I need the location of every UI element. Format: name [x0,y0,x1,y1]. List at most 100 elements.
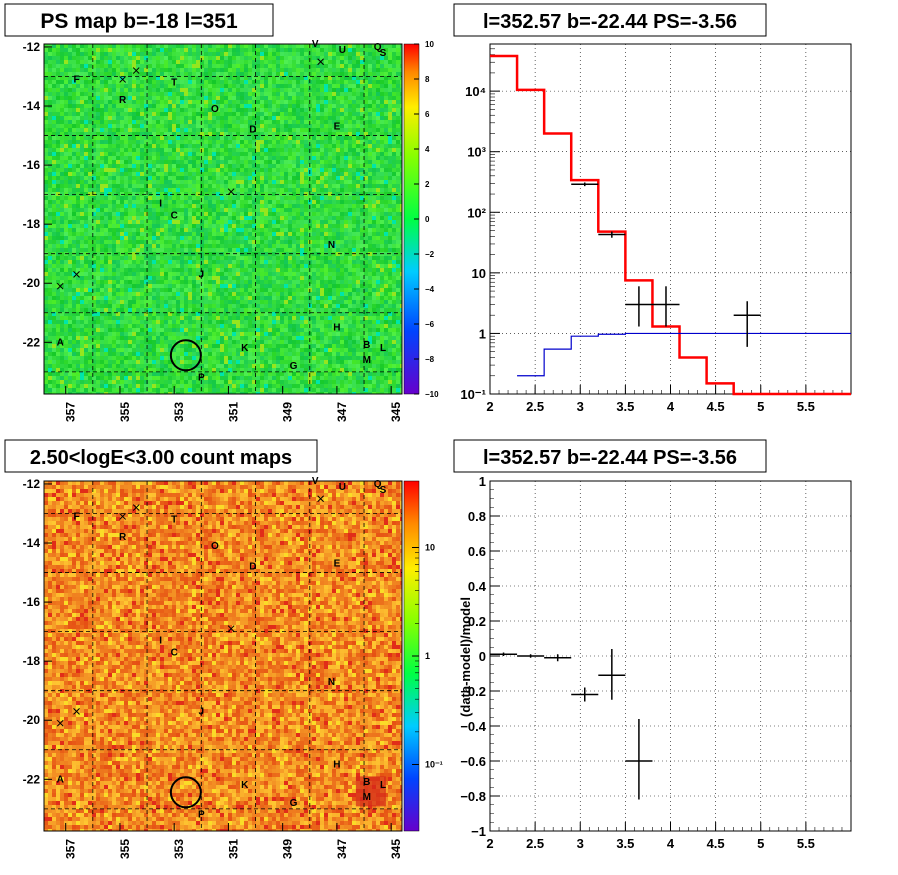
map-pixel [232,152,236,156]
map-pixel [384,48,388,52]
map-pixel [56,88,60,92]
map-pixel [96,224,100,228]
map-pixel [328,128,332,132]
map-pixel [356,132,360,136]
map-pixel [76,252,80,256]
map-pixel [352,64,356,68]
map-pixel [80,112,84,116]
map-pixel [164,68,168,72]
map-pixel [244,180,248,184]
map-pixel [356,260,360,264]
map-pixel [80,100,84,104]
map-pixel [336,96,340,100]
map-pixel [100,172,104,176]
map-pixel [392,212,396,216]
map-pixel [228,228,232,232]
map-pixel [284,56,288,60]
map-pixel [104,160,108,164]
map-pixel [88,184,92,188]
map-pixel [268,68,272,72]
map-pixel [288,48,292,52]
map-pixel [240,204,244,208]
map-pixel [384,256,388,260]
map-pixel [296,116,300,120]
map-pixel [252,120,256,124]
map-pixel [384,216,388,220]
map-pixel [120,124,124,128]
map-pixel [328,132,332,136]
map-pixel [172,80,176,84]
map-pixel [392,196,396,200]
map-pixel [88,264,92,268]
map-pixel [216,196,220,200]
map-pixel [328,52,332,56]
map-pixel [176,248,180,252]
map-pixel [376,224,380,228]
map-pixel [392,192,396,196]
map-pixel [64,156,68,160]
map-pixel [392,44,396,48]
map-pixel [332,52,336,56]
map-pixel [168,80,172,84]
map-pixel [148,96,152,100]
map-pixel [372,196,376,200]
map-pixel [292,124,296,128]
map-pixel [224,60,228,64]
map-pixel [60,144,64,148]
map-pixel [352,112,356,116]
map-pixel [324,248,328,252]
map-pixel [168,204,172,208]
map-pixel [112,92,116,96]
map-pixel [364,180,368,184]
map-pixel [104,184,108,188]
map-pixel [88,140,92,144]
map-pixel [388,244,392,248]
map-pixel [240,208,244,212]
map-pixel [304,160,308,164]
map-pixel [144,236,148,240]
map-pixel [168,264,172,268]
map-pixel [396,236,400,240]
map-pixel [256,120,260,124]
map-pixel [172,76,176,80]
map-pixel [152,48,156,52]
map-pixel [220,264,224,268]
map-pixel [228,92,232,96]
map-pixel [380,96,384,100]
map-pixel [344,64,348,68]
map-pixel [160,72,164,76]
map-pixel [80,184,84,188]
map-pixel [196,180,200,184]
map-pixel [48,152,52,156]
map-pixel [344,136,348,140]
map-pixel [324,212,328,216]
map-pixel [64,108,68,112]
map-pixel [192,68,196,72]
map-pixel [280,60,284,64]
map-pixel [312,196,316,200]
map-pixel [140,204,144,208]
map-pixel [260,228,264,232]
map-pixel [384,124,388,128]
map-pixel [48,88,52,92]
map-pixel [136,220,140,224]
map-pixel [332,240,336,244]
map-pixel [132,176,136,180]
map-pixel [136,168,140,172]
map-pixel [84,140,88,144]
map-pixel [256,152,260,156]
map-pixel [344,84,348,88]
map-pixel [152,140,156,144]
map-pixel [48,128,52,132]
map-pixel [292,148,296,152]
map-pixel [164,88,168,92]
map-pixel [276,44,280,48]
map-pixel [64,168,68,172]
map-pixel [152,44,156,48]
map-pixel [108,72,112,76]
map-pixel [196,148,200,152]
map-pixel [232,196,236,200]
map-pixel [84,160,88,164]
map-pixel [336,132,340,136]
map-pixel [128,240,132,244]
